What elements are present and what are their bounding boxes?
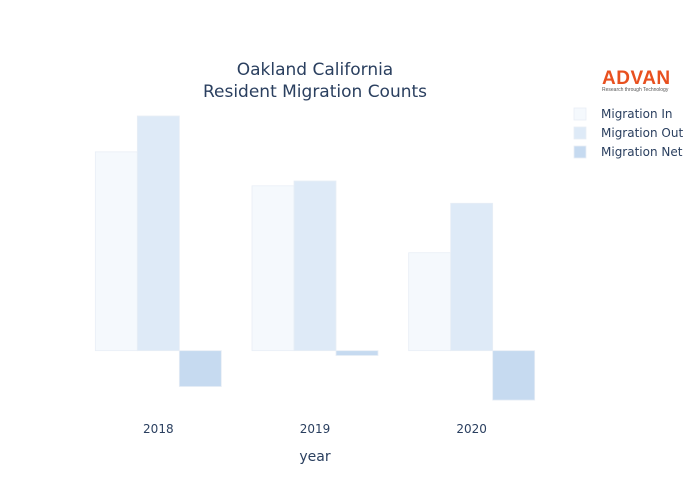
legend-swatch [573, 107, 587, 121]
x-axis-ticks: 2018 2019 2020 [143, 422, 487, 436]
legend-label: Migration Net [601, 145, 683, 159]
advan-logo-tagline: Research through Technology [602, 87, 669, 93]
legend: Migration In Migration Out Migration Net [573, 107, 683, 159]
bar-migration-out-2020 [450, 202, 494, 352]
legend-swatch [573, 145, 587, 159]
bar-migration-in-2020 [408, 252, 452, 352]
bar-migration-out-2018 [136, 115, 180, 352]
bar-migration-in-2019 [251, 185, 295, 352]
advan-logo: ADVAN Research through Technology [602, 68, 671, 93]
bar-migration-net-2018 [178, 350, 222, 387]
legend-item-migration-net[interactable]: Migration Net [573, 145, 683, 159]
bar-migration-out-2019 [293, 180, 337, 352]
advan-logo-text: ADVAN [602, 68, 671, 89]
bar-migration-net-2019 [335, 350, 379, 356]
chart-title-line-1: Oakland California [237, 60, 393, 80]
x-tick-2019: 2019 [300, 422, 331, 436]
bar-migration-net-2020 [492, 350, 536, 401]
x-axis-title: year [299, 449, 330, 465]
chart-title-line-2: Resident Migration Counts [203, 82, 427, 102]
legend-item-migration-out[interactable]: Migration Out [573, 126, 683, 140]
plot-area [94, 115, 536, 401]
x-tick-2018: 2018 [143, 422, 174, 436]
x-tick-2020: 2020 [456, 422, 487, 436]
legend-swatch [573, 126, 587, 140]
legend-label: Migration Out [601, 126, 683, 140]
legend-item-migration-in[interactable]: Migration In [573, 107, 673, 121]
bar-migration-in-2018 [94, 151, 138, 352]
legend-label: Migration In [601, 107, 673, 121]
